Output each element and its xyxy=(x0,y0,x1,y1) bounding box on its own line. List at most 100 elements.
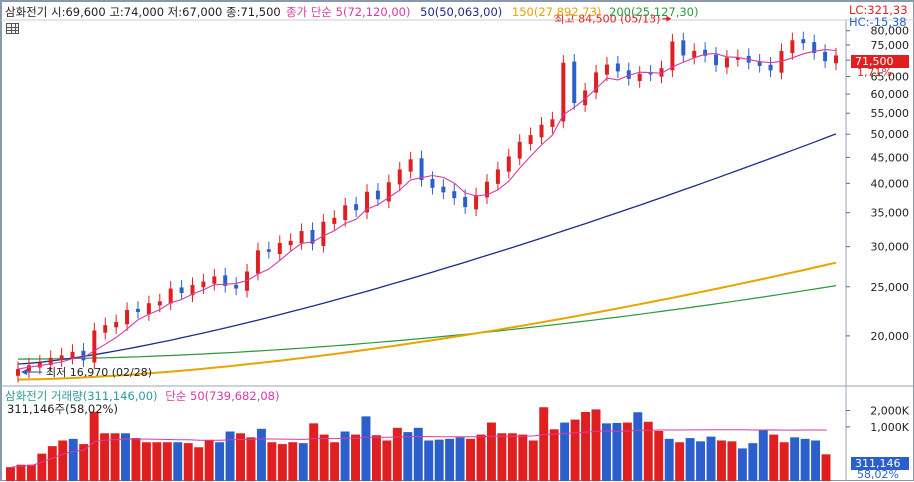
volume-bar xyxy=(288,442,298,481)
candle-body xyxy=(648,72,653,75)
candle-body xyxy=(48,357,53,365)
volume-bar xyxy=(204,440,214,481)
volume-bar xyxy=(361,416,371,481)
candle-body xyxy=(212,276,217,284)
candle-body xyxy=(834,55,838,64)
candle-body xyxy=(16,369,20,376)
candle-body xyxy=(59,355,64,361)
volume-bar xyxy=(466,438,476,481)
candle-body xyxy=(234,284,239,289)
volume-bar xyxy=(225,431,235,481)
volume-bar xyxy=(685,438,695,481)
ma5-line xyxy=(17,49,837,370)
volume-bar xyxy=(298,443,308,481)
volume-bar xyxy=(424,440,434,481)
volume-bar xyxy=(16,464,26,481)
candle-body xyxy=(277,242,282,255)
price-tick-label: 40,000 xyxy=(871,177,910,190)
current-price-badge: 71,500 xyxy=(851,55,909,68)
volume-bar xyxy=(246,437,256,481)
candle-body xyxy=(419,158,424,181)
volume-bar xyxy=(507,433,517,481)
volume-bar xyxy=(539,407,549,481)
low-annotation: 최저 16,970 (02/28) xyxy=(46,366,152,379)
price-tick-label: 25,000 xyxy=(871,281,910,294)
volume-bar xyxy=(570,419,580,481)
volume-bar xyxy=(6,467,15,481)
candle-body xyxy=(223,275,228,286)
candle-body xyxy=(692,50,697,58)
volume-bar xyxy=(528,440,538,481)
low-arrow-head xyxy=(21,369,27,376)
hc-value: HC:-15,38 xyxy=(849,15,907,29)
volume-bar xyxy=(141,442,151,481)
volume-bar xyxy=(790,437,800,481)
volume-ma50-line xyxy=(11,429,827,468)
volume-bar xyxy=(706,436,716,481)
volume-bar xyxy=(455,437,465,481)
volume-bar xyxy=(319,434,329,481)
volume-bar xyxy=(581,411,591,481)
candle-body xyxy=(299,231,304,244)
candle-body xyxy=(495,169,500,184)
candle-body xyxy=(561,62,566,122)
candle-body xyxy=(583,90,588,106)
volume-bar xyxy=(413,427,423,481)
volume-bar xyxy=(486,422,496,481)
price-tick-label: 55,000 xyxy=(871,107,910,120)
candle-body xyxy=(506,156,511,172)
volume-bar xyxy=(779,442,789,481)
volume-bar xyxy=(340,431,350,481)
candle-body xyxy=(615,63,620,72)
volume-bar xyxy=(643,421,653,481)
volume-bar xyxy=(152,442,162,481)
candle-body xyxy=(179,287,184,294)
candle-body xyxy=(768,64,773,71)
ma150-legend[interactable]: 150(27,892,73) xyxy=(511,5,602,19)
volume-bar xyxy=(758,429,768,481)
volume-bar xyxy=(811,440,821,481)
candle-body xyxy=(288,240,293,246)
price-tick-label: 50,000 xyxy=(871,128,910,141)
volume-bar xyxy=(309,423,319,481)
candle-body xyxy=(539,124,544,138)
price-tick-label: 80,000 xyxy=(871,25,910,38)
price-header: 삼화전기 시:69,600 고:74,000 저:67,000 종:71,500 xyxy=(5,4,281,20)
price-tick-label: 20,000 xyxy=(871,330,910,343)
volume-bar xyxy=(622,422,632,481)
volume-title: 삼화전기 거래량(311,146,00) xyxy=(5,389,158,403)
lc-value: LC:321,33 xyxy=(849,3,908,17)
candle-body xyxy=(386,182,391,202)
volume-bar xyxy=(351,434,360,481)
volume-bar xyxy=(267,442,277,481)
table-icon[interactable] xyxy=(6,23,19,34)
volume-header: 삼화전기 거래량(311,146,00) 단순 50(739,682,08) xyxy=(5,389,279,403)
candle-body xyxy=(550,119,555,127)
candle-body xyxy=(157,301,162,306)
ma5-legend[interactable]: 5(72,120,00) xyxy=(335,5,411,19)
candle-body xyxy=(714,54,719,66)
price-tick-label: 45,000 xyxy=(871,151,910,164)
candle-body xyxy=(310,229,315,244)
candle-body xyxy=(255,250,260,274)
ma50-legend[interactable]: 50(50,063,00) xyxy=(420,5,503,19)
candle-body xyxy=(801,39,806,44)
high-arrow-head xyxy=(666,15,672,22)
ma150-line xyxy=(17,261,837,381)
candle-body xyxy=(190,285,195,296)
volume-bar xyxy=(382,440,392,481)
volume-bar xyxy=(654,430,664,481)
volume-bar xyxy=(727,441,737,481)
ma-legend-label: 종가 단순 xyxy=(286,5,332,19)
volume-bar xyxy=(518,434,528,481)
volume-bar xyxy=(277,444,287,481)
volume-bar xyxy=(194,447,204,481)
volume-bar xyxy=(403,432,413,481)
candle-body xyxy=(484,181,489,198)
candle-body xyxy=(103,325,108,333)
candle-body xyxy=(92,330,97,363)
volume-ma-label[interactable]: 단순 50(739,682,08) xyxy=(165,389,280,403)
ma200-legend[interactable]: 200(25,127,30) xyxy=(609,5,699,19)
price-tick-label: 35,000 xyxy=(871,207,910,220)
